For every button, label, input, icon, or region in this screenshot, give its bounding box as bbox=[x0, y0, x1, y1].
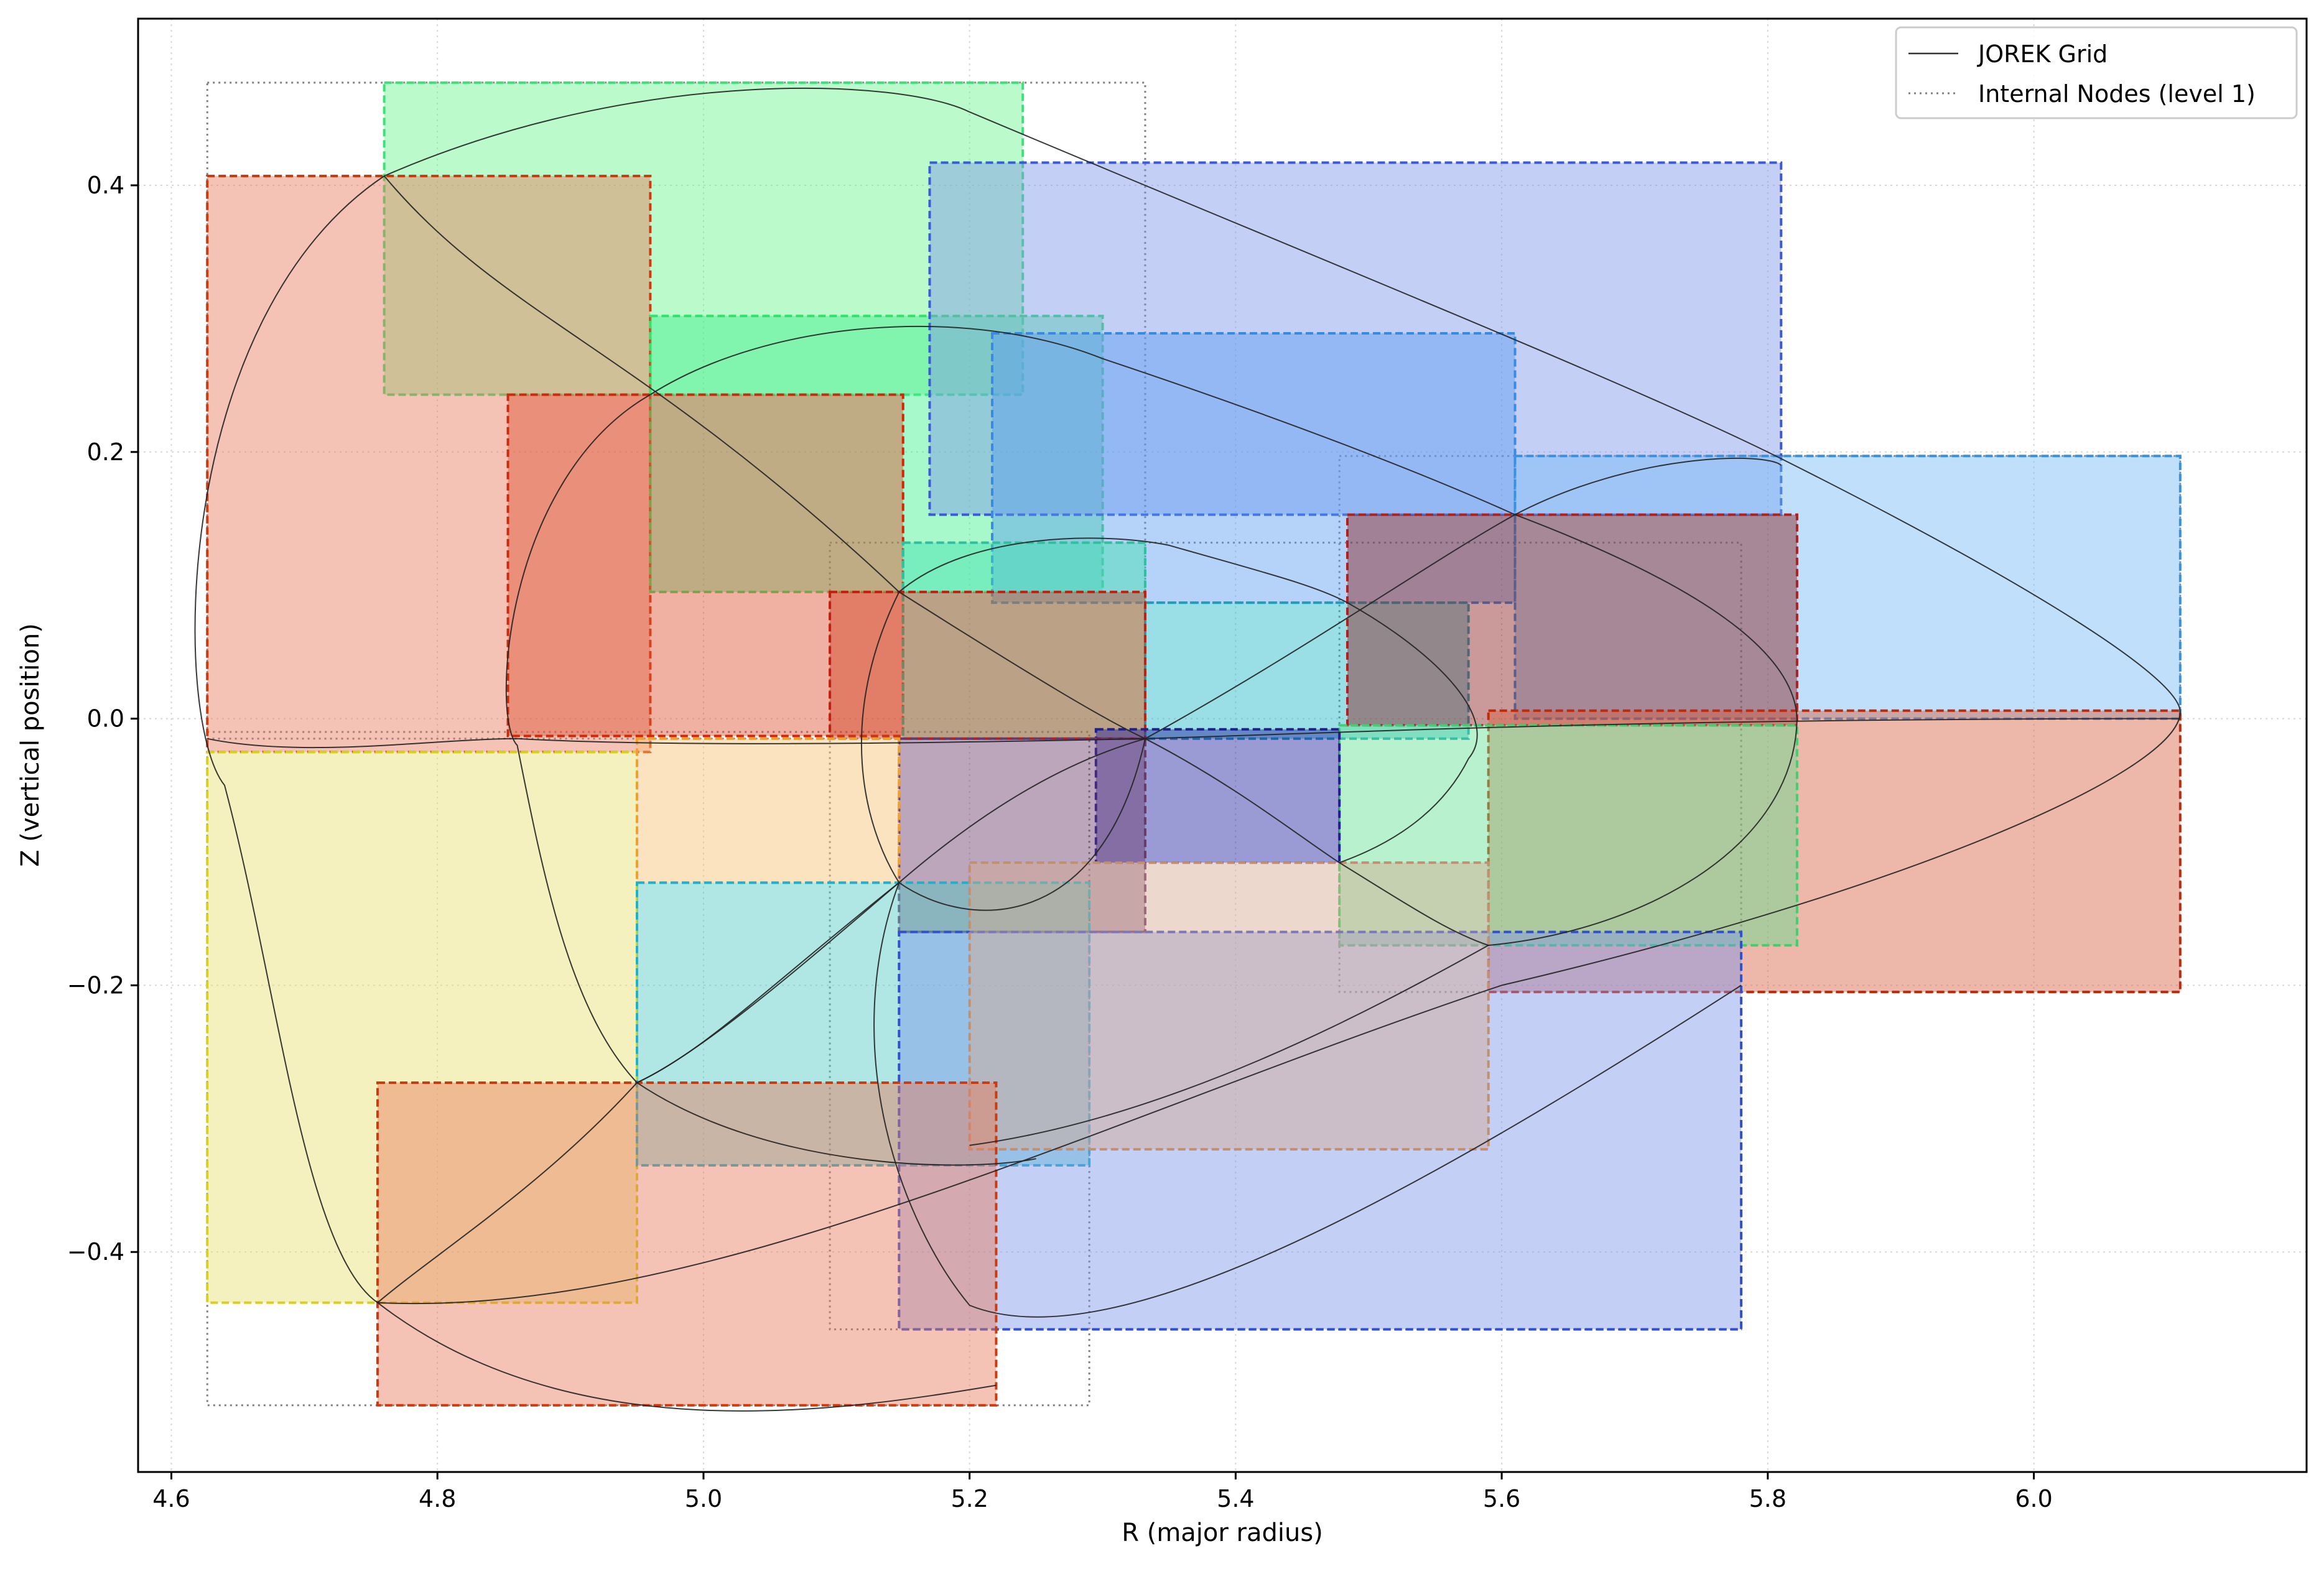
legend-box bbox=[1895, 26, 2298, 119]
jorek-grid-curve bbox=[377, 87, 2181, 1305]
bounding-box bbox=[829, 590, 1146, 740]
bounding-box bbox=[506, 393, 904, 738]
y-tick-label: −0.4 bbox=[67, 1238, 124, 1266]
x-tick-label: 5.2 bbox=[951, 1485, 988, 1512]
jorek-grid-curve bbox=[377, 882, 899, 1303]
x-tick-label: 4.6 bbox=[152, 1485, 190, 1512]
jorek-grid-curve bbox=[505, 394, 1036, 1166]
bounding-box bbox=[898, 737, 1146, 933]
x-tick-label: 6.0 bbox=[2015, 1485, 2052, 1512]
internal-node-box bbox=[206, 81, 1146, 740]
bounding-box bbox=[968, 861, 1490, 1151]
legend-label-internal: Internal Nodes (level 1) bbox=[1978, 80, 2256, 108]
bounding-box bbox=[1346, 513, 1798, 727]
bounding-box bbox=[206, 751, 638, 1304]
bounding-box bbox=[206, 174, 652, 754]
y-tick-label: −0.2 bbox=[67, 971, 124, 999]
grid-layer bbox=[138, 19, 2307, 1472]
jorek-grid-curve bbox=[207, 718, 2180, 749]
bounding-box bbox=[901, 541, 1146, 740]
bounding-box bbox=[376, 1081, 998, 1407]
bounding-box bbox=[635, 881, 1091, 1167]
x-tick-label: 5.4 bbox=[1217, 1485, 1254, 1512]
bounding-box bbox=[1513, 455, 2182, 720]
jorek-grid-layer bbox=[194, 87, 2181, 1412]
jorek-grid-curve bbox=[969, 514, 1798, 1146]
bounding-box bbox=[1143, 601, 1470, 740]
y-tick-label: 0.0 bbox=[87, 705, 124, 733]
y-tick-label: 0.2 bbox=[87, 438, 124, 466]
jorek-grid-curve bbox=[860, 591, 1146, 911]
jorek-grid-curve bbox=[636, 738, 1146, 1083]
plot-frame bbox=[137, 17, 2308, 1473]
x-tick-label: 5.6 bbox=[1483, 1485, 1520, 1512]
boxes-layer bbox=[206, 81, 2182, 1407]
x-tick-label: 5.0 bbox=[685, 1485, 722, 1512]
legend: JOREK Grid Internal Nodes (level 1) bbox=[1895, 26, 2298, 119]
y-tick-label: 0.4 bbox=[87, 172, 124, 199]
bounding-box bbox=[1487, 709, 2182, 994]
bounding-box bbox=[649, 315, 1104, 593]
bounding-box bbox=[635, 737, 901, 884]
jorek-grid-curve bbox=[383, 175, 1489, 946]
legend-label-jorek: JOREK Grid bbox=[1977, 40, 2108, 68]
jorek-grid-curve bbox=[898, 537, 1478, 864]
ticks-layer: 4.6 4.8 5.0 5.2 5.4 5.6 5.8 6.0 −0.4 −0.2 0.0 0.2 0.… bbox=[67, 172, 2053, 1512]
jorek-grid-curve bbox=[873, 882, 1742, 1318]
x-tick-label: 4.8 bbox=[419, 1485, 456, 1512]
y-axis-label: Z (vertical position) bbox=[16, 623, 45, 867]
x-axis-label: R (major radius) bbox=[1122, 1519, 1323, 1547]
jorek-grid-curve bbox=[649, 325, 1782, 516]
bounding-box bbox=[898, 930, 1743, 1331]
jorek-grid-curve bbox=[194, 175, 997, 1412]
bounding-box bbox=[1338, 724, 1798, 947]
bounding-box bbox=[991, 331, 1517, 604]
x-tick-label: 5.8 bbox=[1749, 1485, 1787, 1512]
